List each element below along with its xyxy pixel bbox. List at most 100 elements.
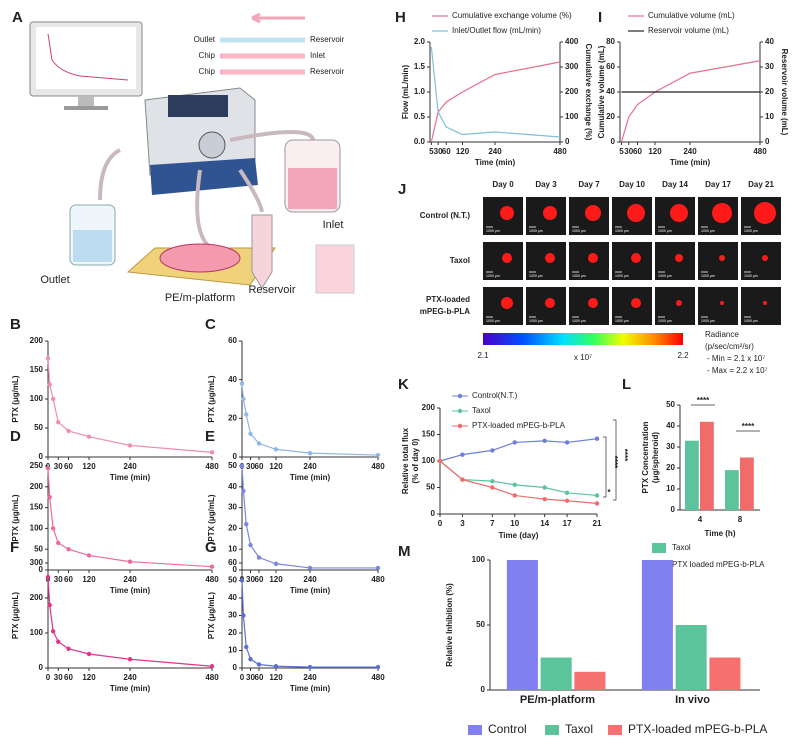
signal-blob [763, 301, 767, 305]
y-tick-label: 0 [233, 565, 238, 574]
x-tick-label: 120 [269, 673, 283, 682]
y-tick-label: 20 [228, 413, 237, 422]
x-tick-label: 30 [54, 575, 63, 584]
y-axis-label: PTX (μg/mL) [207, 592, 216, 639]
x-tick-label: 240 [123, 462, 137, 471]
y-tick-label: 200 [30, 482, 44, 491]
diagram-label: Outlet [40, 274, 69, 286]
panel-label: B [10, 316, 21, 333]
data-point [564, 440, 570, 445]
y-axis-label: PTX (μg/mL) [207, 375, 216, 422]
colorbar-note: - Max = 2.2 x 10⁷ [707, 366, 768, 375]
data-point [127, 559, 133, 564]
signal-blob [754, 202, 776, 224]
y2-tick-label: 0 [565, 137, 570, 146]
x-tick-label: 17 [563, 519, 572, 528]
data-point [66, 646, 71, 651]
image-tile [741, 287, 781, 325]
x-tick-label: 60 [255, 462, 264, 471]
x-axis-label: Time (min) [670, 158, 711, 167]
image-tile [698, 242, 738, 280]
signal-blob [501, 297, 513, 309]
y2-tick-label: 30 [765, 62, 774, 71]
x-tick-label: 7 [490, 519, 495, 528]
data-point [47, 495, 52, 500]
significance-label: **** [697, 396, 710, 405]
x-tick-label: 240 [303, 462, 317, 471]
signal-blob [545, 253, 555, 263]
legend-swatch [457, 408, 463, 414]
legend-swatch [545, 725, 559, 735]
signal-blob [712, 203, 732, 223]
y-tick-label: 10 [228, 544, 237, 553]
series-line [241, 383, 379, 456]
day-label: Day 3 [535, 180, 557, 189]
scale-bar-label: 1000 μm [529, 319, 543, 323]
row-label: PTX-loaded [426, 295, 470, 304]
y-tick-label: 0 [431, 509, 436, 518]
y-tick-label: 0 [481, 685, 486, 694]
series-line [47, 468, 213, 568]
y2-tick-label: 0 [765, 137, 770, 146]
data-point [86, 434, 92, 439]
data-point [127, 443, 133, 448]
signal-blob [670, 204, 688, 222]
legend-label: Reservoir volume (mL) [648, 26, 729, 35]
y2-axis-label: Cumulative exchange (%) [584, 44, 593, 141]
x-tick-label: 30 [246, 673, 255, 682]
x-tick-label: 480 [205, 575, 219, 584]
legend-label: Taxol [565, 722, 593, 736]
x-tick-label: 120 [269, 462, 283, 471]
monitor-stand [78, 96, 94, 106]
legend-label: Inlet/Outlet flow (mL/min) [452, 26, 541, 35]
y2-tick-label: 40 [765, 37, 774, 46]
x-axis-label: Time (min) [290, 684, 331, 693]
scale-bar-label: 1000 μm [658, 319, 672, 323]
y-tick-label: 20 [228, 628, 237, 637]
panel-label: D [10, 428, 21, 445]
data-point [490, 448, 495, 453]
x-tick-label: 60 [64, 575, 73, 584]
x-tick-label: 5 [619, 147, 624, 156]
x-tick-label: 120 [456, 147, 470, 156]
monitor-base [64, 106, 108, 110]
colorbar-label: 2.2 [677, 351, 689, 360]
y-tick-label: 100 [30, 394, 44, 403]
colorbar-note: - Min = 2.1 x 10⁷ [707, 354, 765, 363]
data-point [375, 452, 381, 458]
colorbar-unit: (p/sec/cm²/sr) [705, 342, 754, 351]
data-point [594, 436, 600, 441]
data-point [127, 657, 133, 662]
data-point [273, 664, 279, 669]
data-point [56, 540, 61, 546]
day-label: Day 17 [705, 180, 731, 189]
data-point [86, 553, 92, 558]
significance-label: **** [620, 449, 629, 462]
x-tick-label: 60 [442, 147, 451, 156]
data-point [244, 522, 249, 527]
y-axis-label: PTX Concentration [641, 421, 650, 493]
signal-blob [588, 253, 598, 263]
bar [740, 457, 754, 510]
scale-bar-label: 1000 μm [529, 229, 543, 233]
data-point [239, 381, 245, 386]
x-tick-label: 4 [698, 515, 703, 524]
x-tick-label: 0 [438, 519, 443, 528]
y-tick-label: 10 [228, 646, 237, 655]
x-tick-label: 480 [371, 462, 385, 471]
y-axis-label: PTX (μg/mL) [11, 592, 20, 639]
y-tick-label: 100 [472, 555, 486, 564]
signal-blob [543, 206, 557, 220]
x-tick-label: 240 [123, 575, 137, 584]
data-point [45, 574, 51, 580]
y-axis-label: Flow (mL/min) [401, 65, 410, 120]
colorbar-label: 2.1 [477, 351, 489, 360]
x-tick-label: 120 [82, 462, 96, 471]
tube-label: Reservoir [310, 35, 345, 44]
panel-label: H [395, 9, 406, 26]
y-tick-label: 60 [606, 62, 615, 71]
flow-arrow [251, 12, 305, 24]
signal-blob [719, 255, 725, 261]
row-label: mPEG-b-PLA [420, 307, 470, 316]
data-point [256, 555, 262, 560]
